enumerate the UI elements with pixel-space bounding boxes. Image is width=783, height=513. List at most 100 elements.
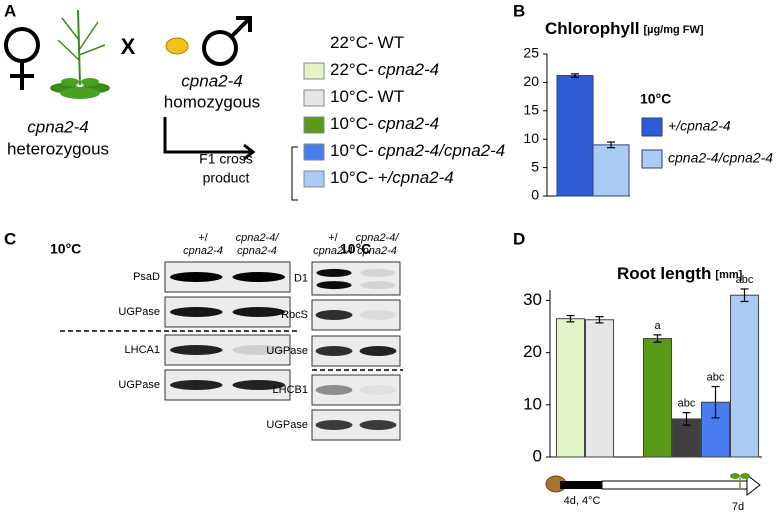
blot-row-label: LHCA1 — [125, 344, 160, 356]
legend-label: 10°C-cpna2-4 — [330, 114, 439, 133]
bar — [730, 294, 759, 458]
male-symbol — [202, 16, 252, 66]
blot-band — [360, 281, 396, 290]
legend-genotype: +/cpna2-4 — [378, 168, 454, 187]
blot-band — [316, 268, 352, 277]
blot-temperature: 10°C — [340, 241, 371, 257]
f1-label: product — [203, 170, 250, 186]
bar — [585, 319, 614, 458]
male-genotype: cpna2-4 — [181, 71, 242, 90]
y-tick-label: 10 — [523, 130, 539, 146]
legend-swatch — [303, 170, 325, 188]
blot-band — [359, 310, 397, 320]
blot-temperature: 10°C — [50, 241, 81, 257]
blot-band — [170, 380, 223, 390]
legend-label: 10°C- WT — [330, 87, 404, 106]
blot-band — [232, 307, 285, 317]
legend-swatch — [641, 117, 663, 137]
lane-label: cpna2-4 — [237, 245, 277, 257]
legend-swatch — [641, 149, 663, 169]
y-tick-label: 5 — [531, 158, 539, 174]
significance-letter: a — [654, 320, 661, 332]
blot-band — [232, 345, 285, 355]
bar — [556, 75, 594, 197]
blot-row-label: PsaD — [133, 271, 160, 283]
bar — [672, 418, 701, 458]
blot-box — [311, 261, 401, 296]
significance-letter: abc — [707, 371, 725, 383]
blot-band — [170, 345, 223, 355]
bar — [556, 318, 585, 458]
chart-title: Chlorophyll [µg/mg FW] — [545, 19, 704, 38]
panel-label: C — [4, 229, 16, 248]
male-zygosity: homozygous — [164, 92, 260, 111]
lane-label: cpna2-4/ — [356, 232, 400, 244]
lane-label: +/ — [328, 232, 338, 244]
bar — [643, 338, 672, 458]
lane-label: cpna2-4 — [357, 245, 397, 257]
legend-label: +/cpna2-4 — [668, 118, 731, 134]
blot-band — [232, 272, 285, 282]
lane-label: +/ — [198, 232, 208, 244]
blot-row-label: D1 — [294, 272, 308, 284]
y-tick-label: 0 — [531, 187, 539, 203]
y-tick-label: 30 — [523, 290, 542, 309]
legend-genotype: WT — [378, 33, 404, 52]
legend-label: 22°C- WT — [330, 33, 404, 52]
chart-unit: [mm] — [715, 269, 742, 281]
blot-row-label: UGPase — [118, 379, 160, 391]
significance-letter: abc — [678, 398, 696, 410]
panel-label: A — [4, 1, 16, 20]
legend-genotype: cpna2-4 — [378, 114, 439, 133]
legend-title: 10°C — [640, 91, 671, 107]
legend-genotype: cpna2-4 — [378, 60, 439, 79]
lane-label: cpna2-4 — [313, 245, 353, 257]
blot-band — [232, 380, 285, 390]
blot-band — [315, 385, 353, 395]
blot-band — [315, 310, 353, 320]
y-tick-label: 0 — [533, 446, 542, 465]
plant — [50, 9, 110, 99]
blot-row-label: LHCB1 — [273, 384, 308, 396]
timeline-label: 7d — [732, 501, 744, 513]
blot-row-label: UGPase — [118, 306, 160, 318]
blot-band — [315, 346, 353, 356]
blot-row-label: RbcS — [281, 309, 308, 321]
timeline-label: 4d, 4°C — [564, 495, 601, 507]
significance-letter: abc — [736, 274, 754, 286]
blot-band — [170, 307, 223, 317]
legend-label: 22°C-cpna2-4 — [330, 60, 439, 79]
legend-condition: 22°C- — [330, 33, 374, 52]
y-tick-label: 20 — [523, 342, 542, 361]
legend-condition: 10°C- — [330, 141, 374, 160]
legend-label: cpna2-4/cpna2-4 — [668, 150, 773, 166]
y-tick-label: 25 — [523, 45, 539, 61]
legend-swatch — [304, 36, 324, 52]
blot-band — [360, 268, 396, 277]
chart-unit: [µg/mg FW] — [643, 24, 703, 36]
lane-label: cpna2-4 — [183, 245, 223, 257]
female-genotype: cpna2-4 — [27, 117, 88, 136]
blot-band — [359, 385, 397, 395]
chart-title: Root length [mm] — [617, 264, 743, 283]
timeline — [545, 473, 761, 497]
cross-arrow — [163, 117, 256, 161]
chart-title-text: Chlorophyll — [545, 19, 639, 38]
blot-row-label: UGPase — [266, 419, 308, 431]
f1-label: F1 cross — [199, 151, 253, 167]
bar — [592, 144, 630, 197]
lane-label: cpna2-4/ — [236, 232, 280, 244]
female-symbol — [4, 27, 40, 90]
legend-swatch — [303, 116, 325, 134]
legend-swatch — [303, 89, 325, 107]
bracket — [291, 146, 298, 201]
blot-band — [359, 346, 397, 356]
legend-swatch — [303, 62, 325, 80]
panel-label: D — [513, 229, 525, 248]
y-tick-label: 10 — [523, 394, 542, 413]
blot-row-label: UGPase — [266, 345, 308, 357]
panel-label: B — [513, 1, 525, 20]
blot-band — [315, 420, 353, 430]
